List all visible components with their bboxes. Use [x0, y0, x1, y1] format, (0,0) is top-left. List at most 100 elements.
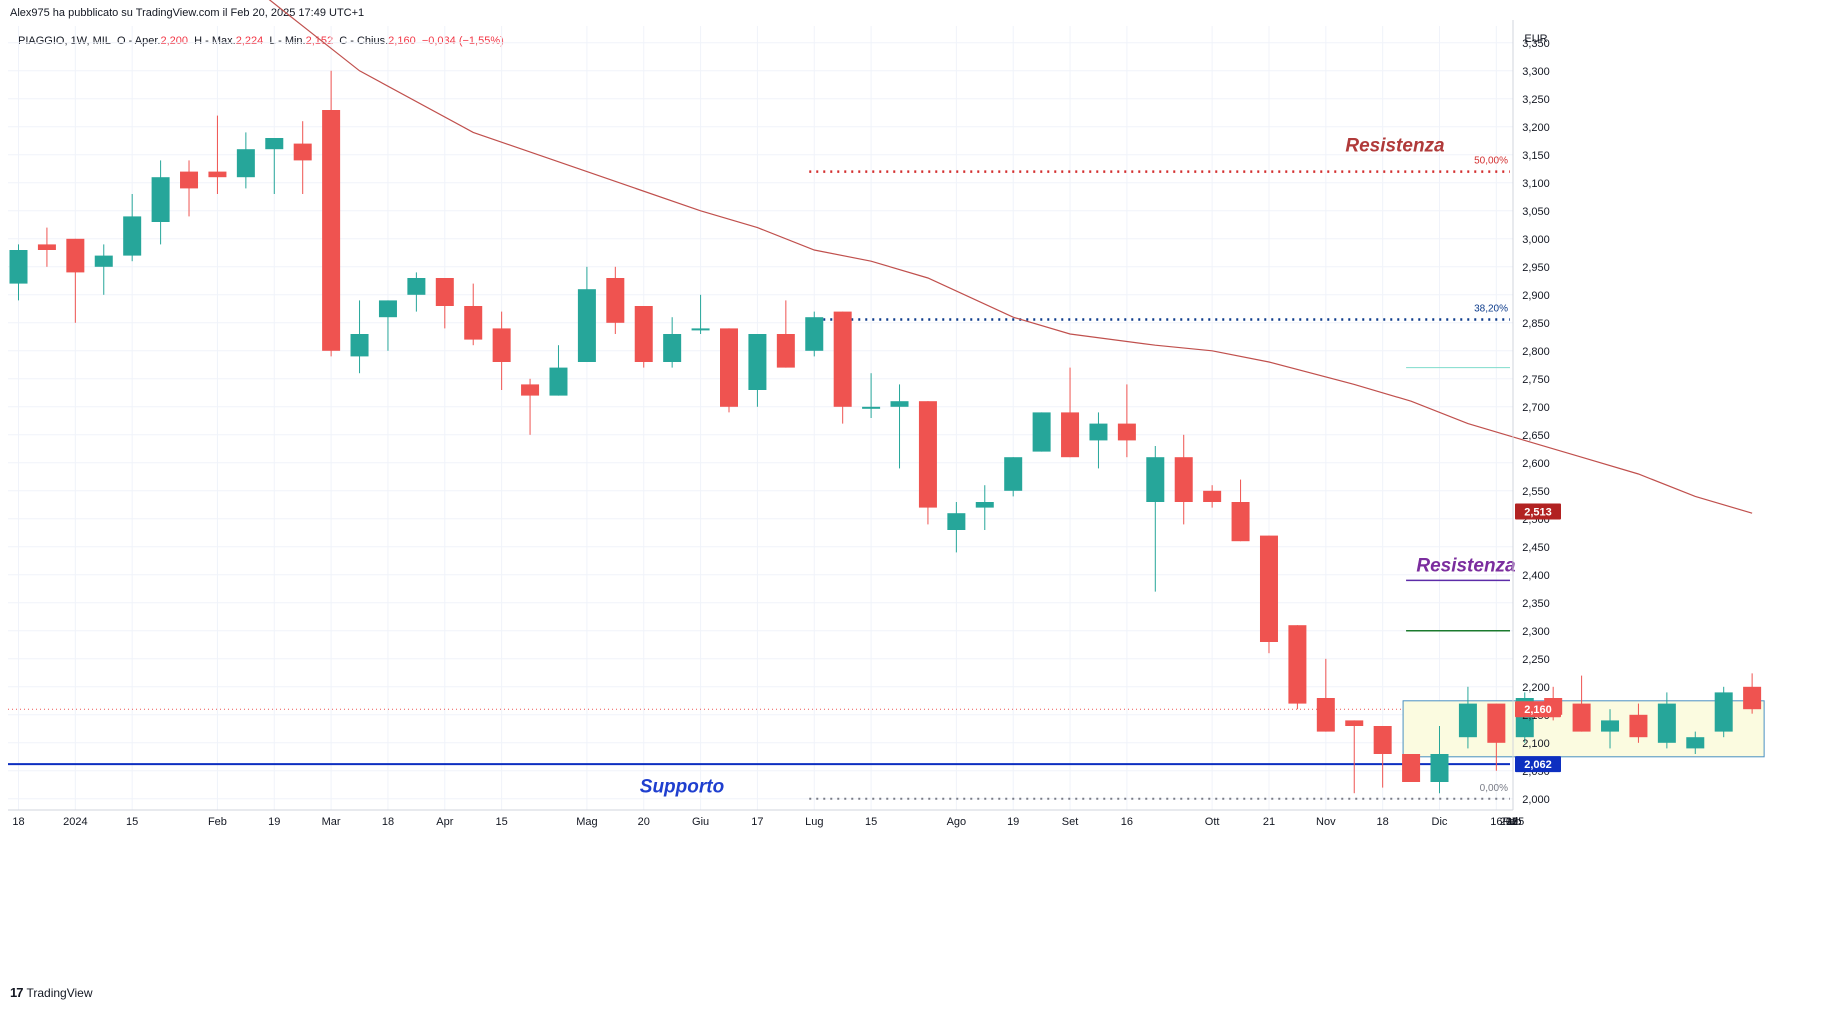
candle-body	[151, 177, 170, 222]
candle-body	[1373, 726, 1392, 754]
candle-body	[1288, 625, 1307, 704]
candle	[1572, 675, 1591, 732]
x-tick-label: Dic	[1432, 816, 1448, 828]
candle-body	[378, 300, 397, 318]
y-tick-label: 3,300	[1522, 66, 1550, 78]
candle-body	[1430, 754, 1449, 782]
y-tick-label: 2,600	[1522, 458, 1550, 470]
x-tick-label: 18	[12, 816, 24, 828]
price-badge-value: 2,513	[1524, 507, 1552, 519]
candle-body	[265, 138, 284, 150]
candle-body	[123, 216, 142, 256]
candle-body	[1458, 703, 1477, 738]
candle-body	[833, 311, 852, 407]
candle	[862, 373, 881, 418]
tradingview-logo[interactable]: 17 TradingView	[10, 985, 93, 1000]
candle-body	[1743, 686, 1762, 710]
candle	[435, 278, 454, 329]
candle-body	[1345, 720, 1364, 726]
candle	[1061, 367, 1080, 458]
candle	[123, 194, 142, 262]
y-tick-label: 2,300	[1522, 626, 1550, 638]
candle	[1430, 726, 1449, 794]
candle	[1146, 446, 1165, 592]
candle	[1657, 692, 1676, 749]
candle-body	[1686, 737, 1705, 749]
x-tick-label: Feb	[208, 816, 227, 828]
candle-body	[236, 149, 255, 178]
candle	[378, 300, 397, 351]
candle	[1686, 731, 1705, 754]
y-tick-label: 2,350	[1522, 598, 1550, 610]
candle-body	[521, 384, 540, 396]
candle-body	[322, 110, 341, 351]
candle	[947, 502, 966, 553]
candle-body	[1231, 502, 1250, 542]
symbol-name: PIAGGIO, 1W, MIL	[18, 35, 111, 47]
x-tick-label: 18	[1377, 816, 1389, 828]
y-tick-label: 2,100	[1522, 738, 1550, 750]
candle	[663, 317, 682, 368]
candle	[1032, 412, 1051, 452]
price-badge: 2,160	[1515, 701, 1561, 718]
annotations: Resistenza Resistenza Supporto	[640, 135, 1516, 797]
candle-body	[1601, 720, 1620, 732]
candle-body	[1004, 457, 1023, 491]
candle-body	[776, 334, 795, 368]
candle	[1402, 754, 1421, 782]
levels: 50,00% 38,20% 0,00%	[8, 156, 1513, 800]
price-badge: 2,513	[1515, 503, 1561, 520]
x-tick-label: Ott	[1205, 816, 1220, 828]
candle-body	[1629, 714, 1648, 738]
candle-body	[1657, 703, 1676, 743]
candle-body	[435, 278, 454, 306]
x-tick-label: 19	[268, 816, 280, 828]
candle	[37, 227, 56, 267]
candle-body	[1146, 457, 1165, 502]
publisher-caption: Alex975 ha pubblicato su TradingView.com…	[10, 7, 365, 19]
candle	[975, 485, 994, 530]
y-tick-label: 3,250	[1522, 94, 1550, 106]
candle	[634, 306, 653, 368]
x-tick-label: Set	[1062, 816, 1079, 828]
candle-body	[606, 278, 625, 323]
candle-body	[407, 278, 426, 295]
candle-body	[208, 171, 227, 178]
tradingview-logo-icon: 17	[10, 985, 24, 1000]
candle	[805, 311, 824, 357]
candle-body	[1402, 754, 1421, 782]
moving-average-line	[268, 0, 1753, 514]
candle	[833, 311, 852, 424]
candle-body	[720, 328, 738, 407]
y-tick-label: 2,800	[1522, 346, 1550, 358]
y-tick-label: 2,700	[1522, 402, 1550, 414]
candle	[1203, 485, 1222, 508]
candle	[1316, 658, 1335, 732]
candle	[1714, 686, 1733, 738]
candle	[293, 121, 312, 194]
axes: 2,0002,0502,1002,1502,2002,2502,3002,350…	[8, 20, 1561, 828]
x-tick-label: 15	[865, 816, 877, 828]
currency-label: EUR	[1524, 33, 1547, 45]
symbol-legend: PIAGGIO, 1W, MIL O - Aper.2,200 H - Max.…	[18, 35, 504, 47]
y-tick-label: 2,650	[1522, 430, 1550, 442]
x-tick-label: 15	[496, 816, 508, 828]
grid	[8, 26, 1513, 810]
candle	[748, 334, 767, 407]
y-tick-label: 2,950	[1522, 262, 1550, 274]
candle	[180, 160, 199, 217]
candle-body	[1061, 412, 1080, 458]
candle	[322, 70, 341, 357]
candle	[1231, 479, 1250, 542]
high-value: 2,224	[235, 35, 264, 47]
close-value: 2,160	[388, 35, 416, 47]
candle	[1004, 457, 1023, 497]
candle-body	[549, 367, 568, 396]
x-tick-label: 17	[1506, 816, 1518, 828]
resistance-annotation: Resistenza	[1416, 555, 1516, 576]
candle	[1629, 703, 1648, 743]
candle-body	[94, 255, 113, 267]
fib-label-fib50: 50,00%	[1474, 156, 1508, 167]
candle-body	[1174, 457, 1193, 502]
